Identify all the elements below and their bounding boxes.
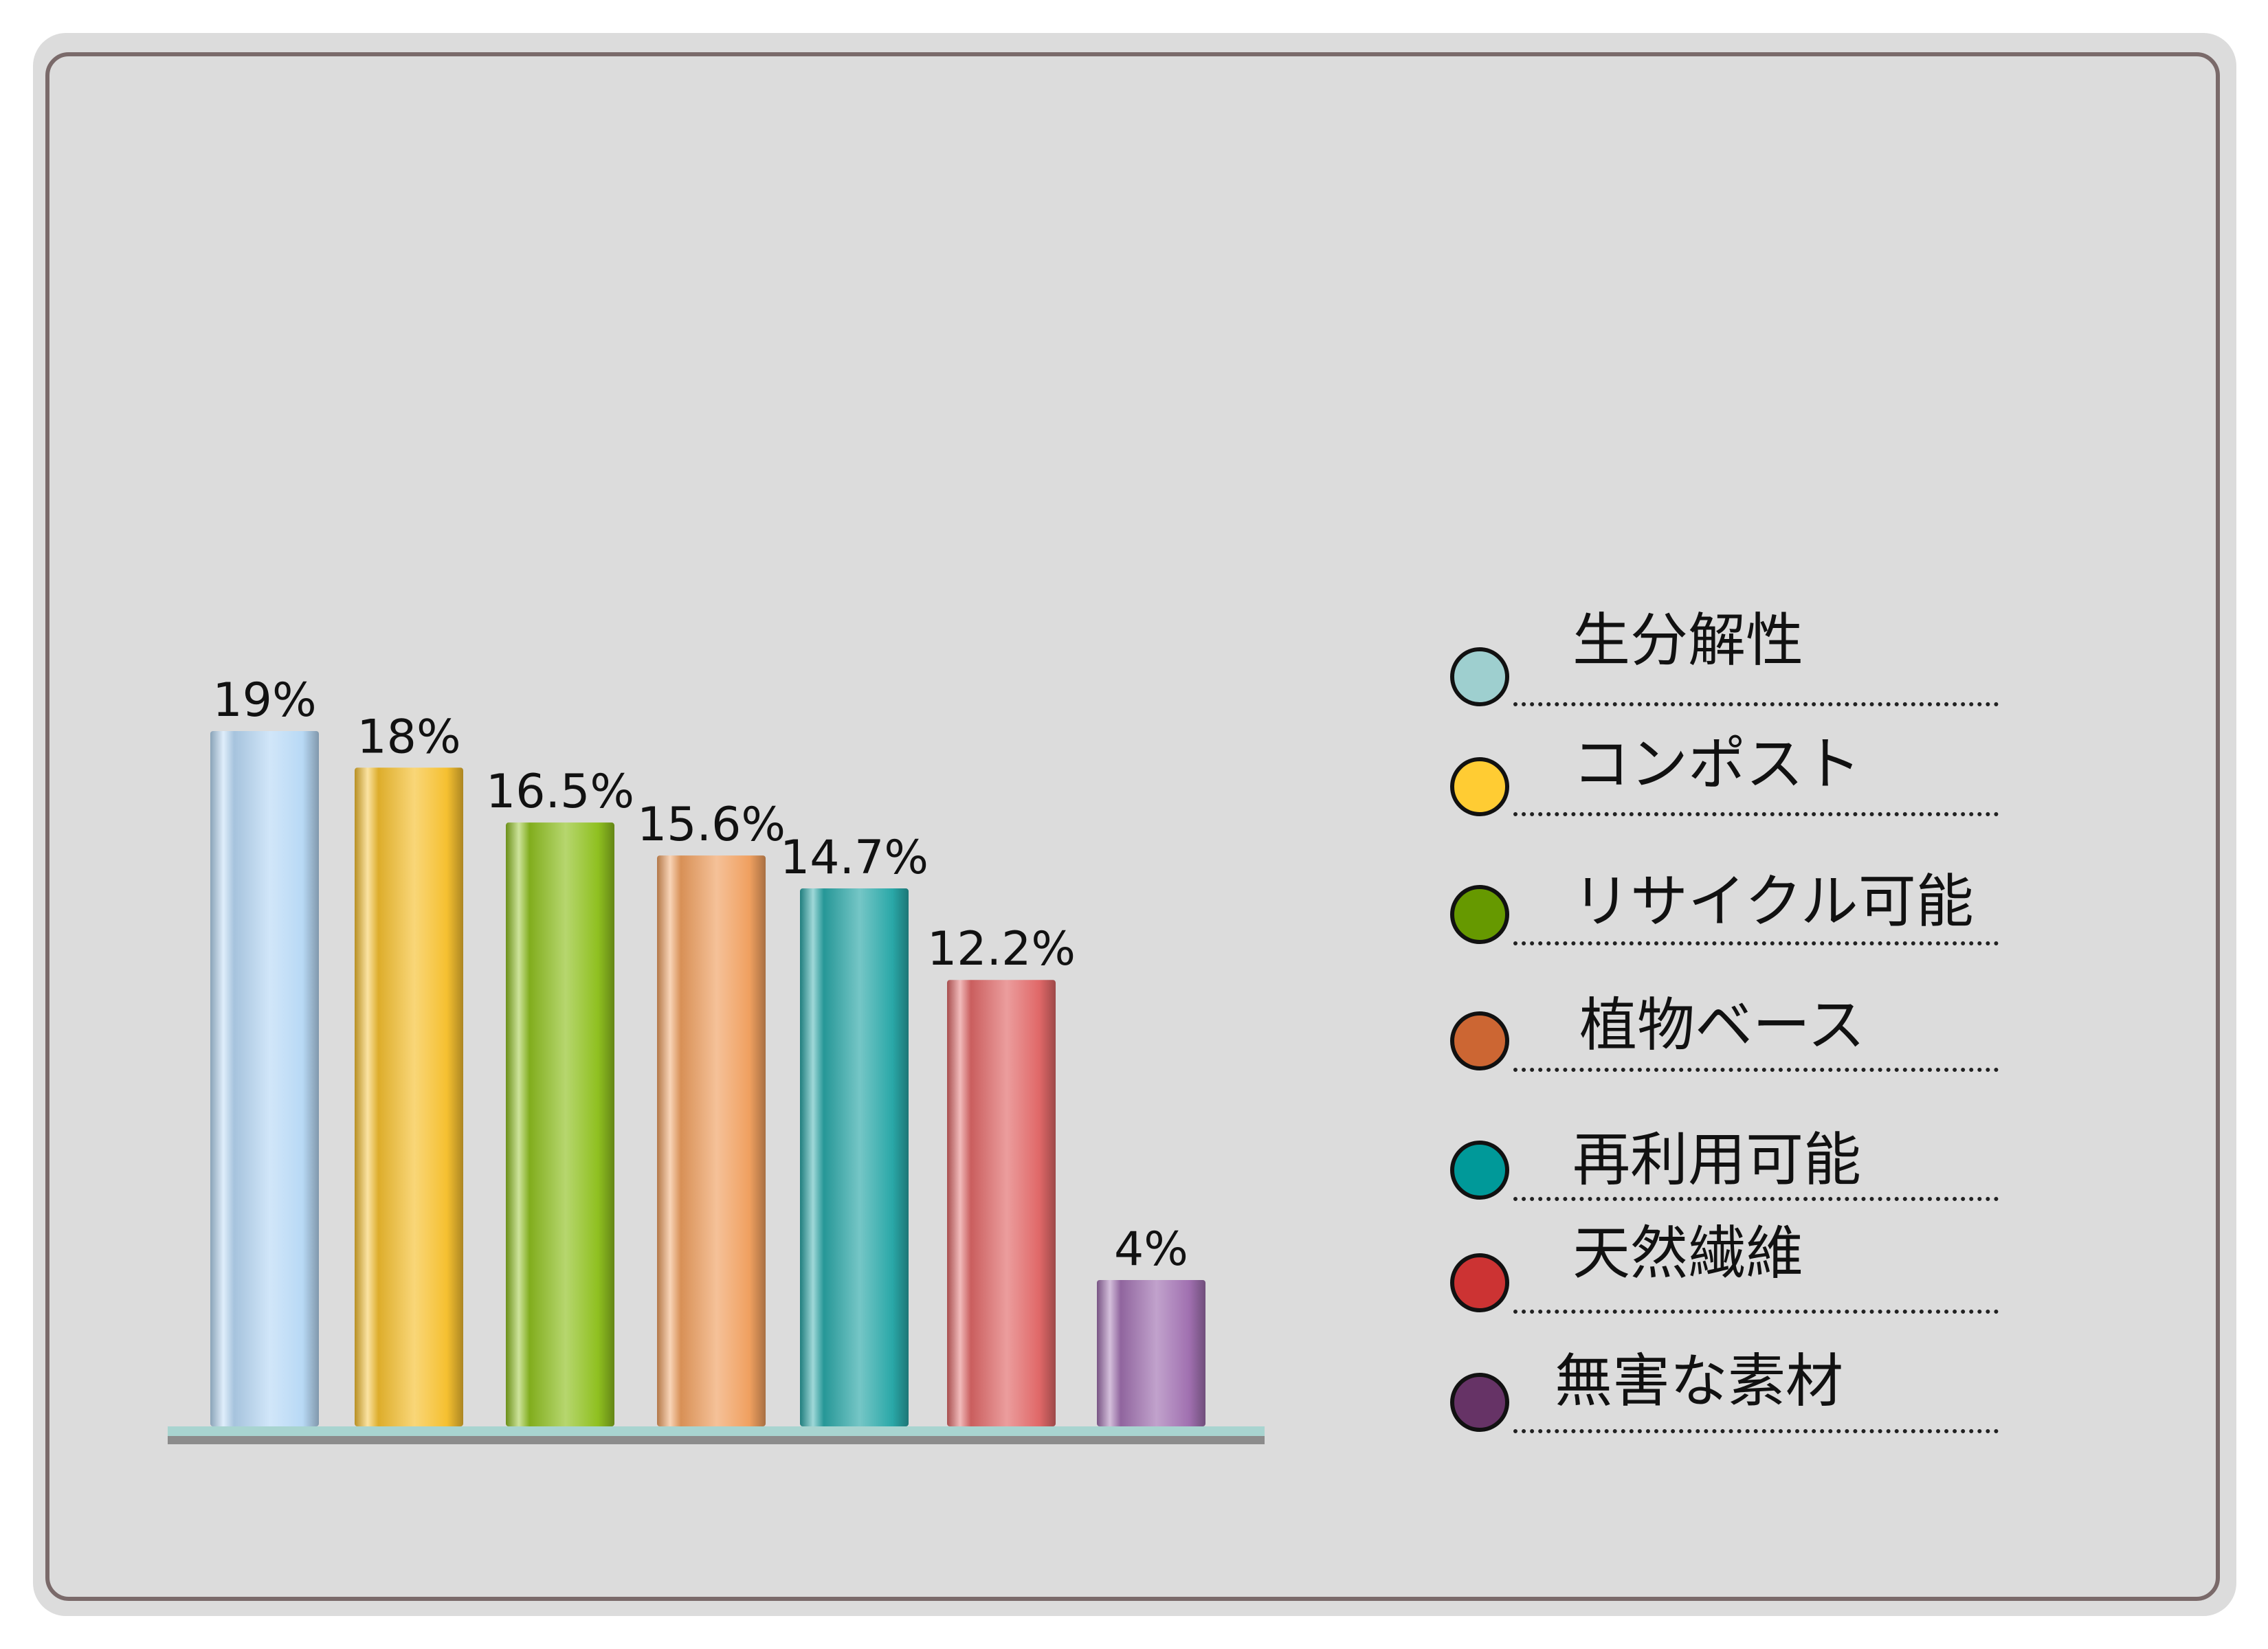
legend-dotted-rule (1513, 941, 1999, 945)
legend-item-biodegradable: 生分解性 (1450, 607, 1999, 706)
legend-item-plant-based: 植物ベース (1450, 991, 1999, 1079)
legend-dotted-rule (1513, 1429, 1999, 1433)
legend-dotted-rule (1513, 702, 1999, 706)
legend-marker (1450, 885, 1509, 944)
legend-marker (1450, 1011, 1509, 1070)
bar-value-label-4: 14.7% (780, 831, 929, 885)
legend-item-recyclable: リサイクル可能 (1450, 873, 1999, 955)
bar-1 (355, 767, 463, 1426)
legend-dotted-rule (1513, 812, 1999, 816)
legend-dotted-rule (1513, 1310, 1999, 1314)
bar-value-label-5: 12.2% (927, 922, 1076, 976)
legend-marker (1450, 1373, 1509, 1432)
legend-label: 植物ベース (1579, 991, 1865, 1059)
legend-marker (1450, 757, 1509, 816)
bar-4 (800, 888, 909, 1426)
legend-label: コンポスト (1572, 730, 1862, 798)
legend-label: 天然繊維 (1572, 1220, 1804, 1287)
legend-marker (1450, 1253, 1509, 1312)
bar-3 (657, 855, 766, 1426)
legend-dotted-rule (1513, 1197, 1999, 1201)
legend-item-nontoxic: 無害な素材 (1450, 1347, 1999, 1435)
bar-value-label-1: 18% (357, 710, 460, 764)
legend-dotted-rule (1513, 1068, 1999, 1072)
bar-2 (506, 822, 614, 1426)
bar-value-label-6: 4% (1114, 1222, 1188, 1277)
legend-label: 再利用可能 (1572, 1126, 1862, 1193)
bar-value-label-3: 15.6% (637, 798, 786, 852)
bar-6 (1097, 1279, 1205, 1426)
chart-border (45, 52, 2220, 1601)
legend-label: 無害な素材 (1555, 1347, 1844, 1415)
chart-baseline-top (168, 1426, 1265, 1436)
bar-5 (947, 980, 1056, 1426)
legend-label: リサイクル可能 (1572, 868, 1974, 935)
chart-baseline-shadow (168, 1436, 1265, 1444)
bar-value-label-0: 19% (212, 673, 316, 728)
bar-value-label-2: 16.5% (486, 765, 634, 819)
legend-item-natural-fiber: 天然繊維 (1450, 1220, 1999, 1314)
bar-0 (210, 731, 319, 1426)
legend-item-compost: コンポスト (1450, 730, 1999, 818)
legend-marker (1450, 647, 1509, 706)
legend-item-reusable: 再利用可能 (1450, 1126, 1999, 1213)
legend-marker (1450, 1141, 1509, 1200)
legend-label: 生分解性 (1572, 607, 1804, 674)
